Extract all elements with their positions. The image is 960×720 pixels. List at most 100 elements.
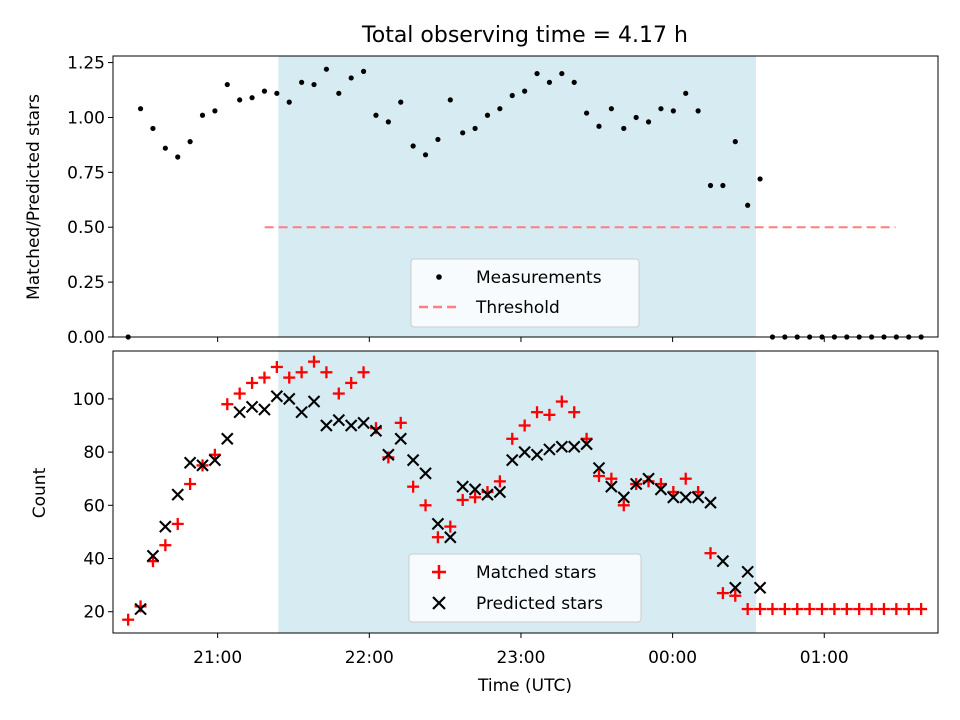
matched-star-point	[283, 371, 296, 384]
matched-star-point	[828, 603, 841, 616]
predicted-star-point	[270, 389, 284, 403]
matched-star-point	[320, 366, 333, 379]
predicted-star-point	[617, 491, 631, 504]
predicted-star-point	[221, 432, 234, 446]
measurement-point	[546, 79, 553, 85]
measurement-point	[175, 154, 181, 160]
matched-star-point	[555, 395, 568, 408]
predicted-star-point	[159, 520, 172, 533]
measurement-point	[645, 119, 652, 125]
x-tick-label: 22:00	[345, 648, 394, 668]
matched-star-point	[456, 493, 469, 506]
predicted-star-point	[493, 485, 507, 499]
predicted-stars-legend-marker	[432, 596, 446, 610]
predicted-star-point	[629, 477, 643, 491]
x-axis-label: Time (UTC)	[477, 676, 572, 696]
measurement-point	[162, 145, 168, 151]
measurement-point	[683, 90, 689, 96]
predicted-star-point	[134, 602, 147, 616]
matched-star-point	[506, 432, 519, 445]
matched-star-point	[493, 475, 506, 488]
predicted-stars-points	[134, 389, 767, 616]
counts-y-ticks: 20 40 60 80 100	[73, 390, 113, 623]
matched-star-point	[419, 499, 432, 512]
predicted-star-point	[518, 445, 531, 459]
predicted-star-point	[580, 437, 593, 451]
matched-star-point	[531, 406, 544, 419]
matched-star-point	[877, 603, 890, 616]
measurement-point	[571, 79, 577, 85]
matched-star-point	[890, 603, 903, 616]
predicted-star-point	[530, 448, 544, 461]
predicted-star-point	[394, 432, 407, 446]
counts-y-tick-label: 20	[83, 603, 105, 623]
measurement-point	[460, 130, 466, 136]
measurement-point	[707, 182, 714, 189]
matched-star-point	[431, 531, 444, 544]
measurement-point	[199, 112, 206, 118]
matched-star-point	[469, 491, 482, 504]
measurement-point	[584, 110, 590, 116]
matched-star-point	[295, 366, 308, 379]
measurement-point	[497, 106, 503, 112]
measurement-point	[670, 108, 676, 114]
matched-star-point	[258, 371, 271, 384]
x-tick-label: 01:00	[800, 648, 849, 668]
matched-star-point	[716, 587, 729, 600]
matched-star-point	[159, 539, 172, 552]
predicted-star-point	[233, 405, 246, 419]
predicted-star-point	[171, 488, 184, 501]
predicted-star-point	[741, 565, 754, 579]
predicted-star-point	[369, 424, 383, 438]
measurement-point	[559, 70, 565, 77]
measurement-point	[212, 108, 218, 114]
predicted-star-point	[295, 405, 308, 419]
measurement-point	[348, 75, 354, 81]
measurement-point	[522, 88, 528, 94]
counts-y-axis-label: Count	[30, 467, 50, 518]
ratio-y-ticks: 0.00 0.25 0.50 0.75 1.00 1.25	[67, 54, 113, 348]
measurement-point	[237, 97, 243, 103]
counts-panel-frame	[112, 350, 939, 634]
ratio-y-tick-label: 0.50	[67, 218, 105, 238]
matched-star-point	[816, 603, 829, 616]
predicted-star-point	[320, 419, 333, 432]
predicted-star-point	[406, 453, 420, 467]
measurement-point	[336, 90, 342, 96]
measurement-point	[299, 79, 305, 85]
predicted-star-point	[592, 461, 606, 475]
predicted-star-point	[382, 448, 395, 461]
matched-star-point	[617, 499, 630, 512]
measurement-point	[311, 81, 317, 88]
measurement-point	[534, 70, 540, 77]
matched-star-point	[729, 589, 742, 602]
predicted-star-point	[183, 456, 197, 469]
measurement-point	[323, 66, 330, 72]
matched-star-point	[679, 472, 692, 485]
measurement-point	[435, 136, 441, 143]
matched-star-point	[233, 387, 246, 400]
predicted-star-point	[481, 488, 494, 501]
measurement-point	[472, 125, 478, 132]
predicted-star-point	[419, 467, 432, 480]
matched-star-point	[778, 603, 791, 616]
ratio-panel: 0.00 0.25 0.50 0.75 1.00 1.25 Total observing…	[24, 23, 939, 348]
measurement-point	[422, 152, 429, 158]
predicted-star-point	[245, 400, 259, 414]
predicted-star-point	[431, 517, 445, 531]
matched-star-point	[803, 603, 816, 616]
ratio-legend: Measurements Threshold	[410, 258, 640, 328]
predicted-star-point	[691, 491, 705, 504]
predicted-star-point	[555, 440, 569, 454]
predicted-star-point	[642, 472, 655, 485]
ratio-y-tick-label: 1.00	[67, 108, 105, 128]
measurement-point	[720, 182, 726, 189]
counts-y-tick-label: 40	[83, 550, 105, 570]
counts-y-tick-label: 60	[83, 496, 105, 516]
matched-star-point	[791, 603, 804, 616]
measurement-point	[360, 68, 367, 74]
counts-y-tick-label: 80	[83, 443, 105, 463]
matched-star-point	[766, 603, 779, 616]
measurement-point	[150, 125, 156, 132]
